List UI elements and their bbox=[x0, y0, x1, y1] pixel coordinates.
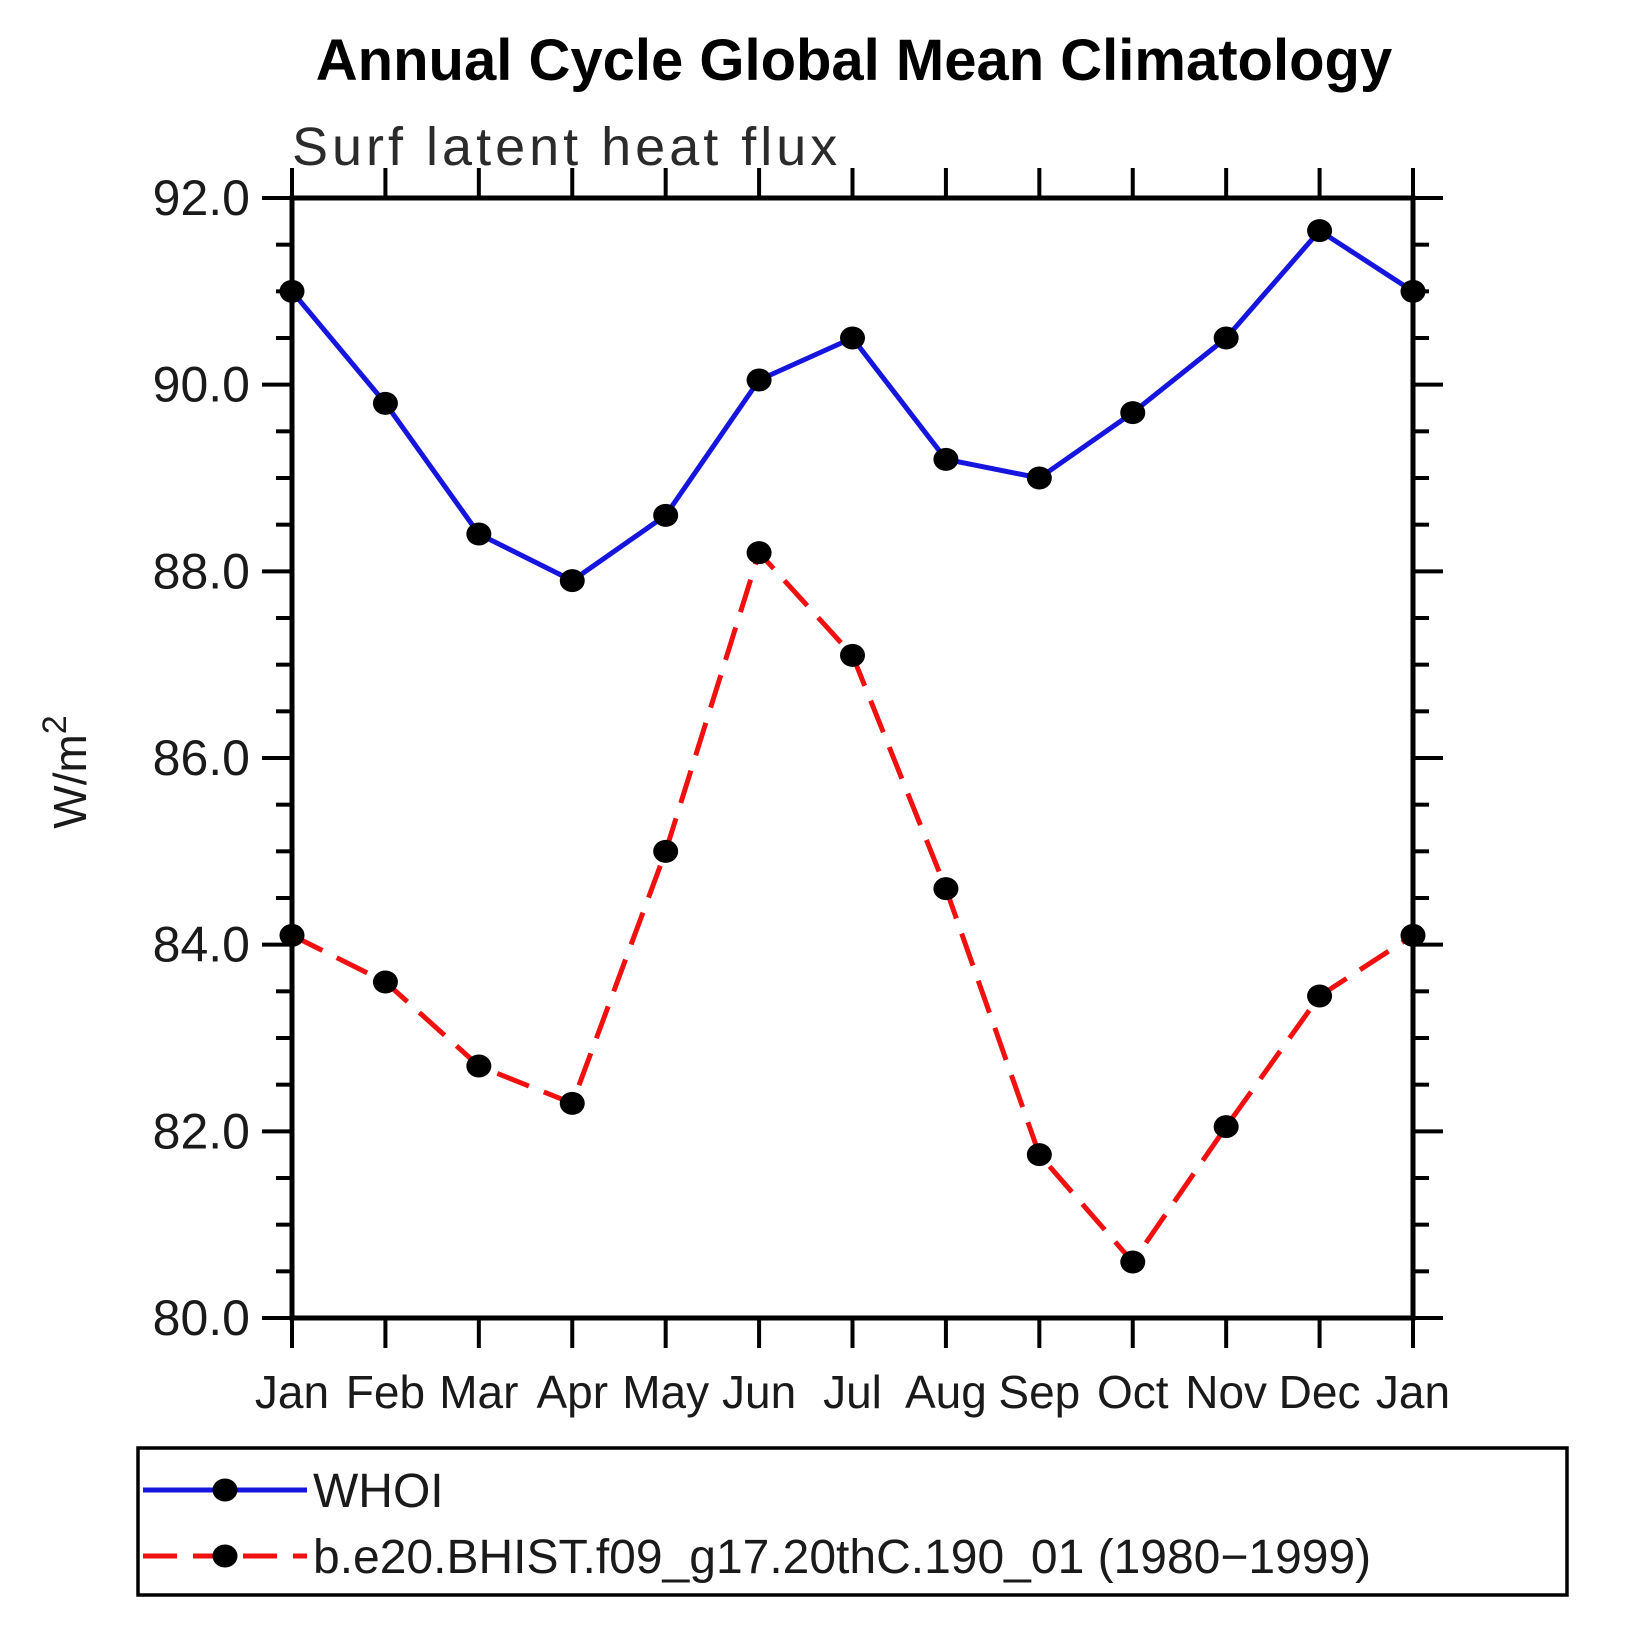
data-point bbox=[1026, 466, 1052, 490]
y-axis-label: W/m2 bbox=[36, 715, 96, 828]
data-point bbox=[279, 923, 305, 947]
data-point bbox=[653, 839, 679, 863]
x-tick-label: Jan bbox=[255, 1366, 329, 1418]
data-point bbox=[840, 643, 865, 667]
y-axis-label-superscript: 2 bbox=[36, 715, 74, 734]
chart-title: Annual Cycle Global Mean Climatology bbox=[316, 28, 1392, 93]
x-tick-label: Jul bbox=[823, 1366, 882, 1418]
data-point bbox=[746, 368, 772, 392]
data-point bbox=[1120, 1250, 1146, 1274]
data-point bbox=[1213, 326, 1239, 350]
data-point bbox=[653, 503, 679, 527]
data-point bbox=[279, 279, 305, 303]
data-point bbox=[559, 569, 585, 593]
y-tick-label: 82.0 bbox=[153, 1103, 250, 1159]
data-point bbox=[840, 326, 865, 350]
x-tick-label: Jun bbox=[722, 1366, 796, 1418]
x-tick-label: Feb bbox=[346, 1366, 425, 1418]
data-point bbox=[1120, 401, 1146, 425]
legend-label-whoi: WHOI bbox=[313, 1465, 444, 1518]
x-tick-label: Nov bbox=[1185, 1366, 1267, 1418]
x-tick-label: Sep bbox=[998, 1366, 1080, 1418]
data-point bbox=[1400, 279, 1426, 303]
x-tick-label: Mar bbox=[439, 1366, 518, 1418]
legend: WHOI b.e20.BHIST.f09_g17.20thC.190_01 (19… bbox=[136, 1446, 1569, 1597]
series-lines bbox=[279, 219, 1426, 1274]
data-point bbox=[1026, 1143, 1052, 1167]
data-point bbox=[933, 447, 959, 471]
y-tick-label: 80.0 bbox=[153, 1290, 250, 1346]
whoi-line bbox=[290, 228, 1415, 584]
data-point bbox=[1307, 984, 1333, 1008]
x-tick-label: May bbox=[622, 1366, 709, 1418]
data-point bbox=[372, 391, 398, 415]
legend-marker bbox=[212, 1478, 238, 1502]
data-point bbox=[1213, 1115, 1239, 1139]
data-point bbox=[1400, 923, 1426, 947]
y-tick-label: 92.0 bbox=[153, 170, 250, 226]
legend-marker bbox=[212, 1544, 238, 1568]
data-point bbox=[466, 522, 492, 546]
legend-label-model: b.e20.BHIST.f09_g17.20thC.190_01 (1980−1… bbox=[313, 1531, 1371, 1584]
y-tick-label: 88.0 bbox=[153, 543, 250, 599]
x-tick-label: Apr bbox=[536, 1366, 608, 1418]
y-tick-label: 86.0 bbox=[153, 730, 250, 786]
x-tick-label: Aug bbox=[905, 1366, 987, 1418]
data-point bbox=[559, 1091, 585, 1115]
data-point bbox=[1307, 219, 1333, 243]
x-tick-label: Jan bbox=[1376, 1366, 1450, 1418]
y-tick-label: 90.0 bbox=[153, 357, 250, 413]
legend-box bbox=[136, 1446, 1569, 1597]
plot-frame bbox=[289, 195, 1416, 1321]
x-tick-label: Dec bbox=[1279, 1366, 1361, 1418]
x-tick-label: Oct bbox=[1097, 1366, 1169, 1418]
data-point bbox=[933, 877, 959, 901]
chart-subtitle: Surf latent heat flux bbox=[292, 117, 841, 177]
data-point bbox=[372, 970, 398, 994]
data-point bbox=[746, 541, 772, 565]
data-point bbox=[466, 1054, 492, 1078]
y-tick-label: 84.0 bbox=[153, 917, 250, 973]
